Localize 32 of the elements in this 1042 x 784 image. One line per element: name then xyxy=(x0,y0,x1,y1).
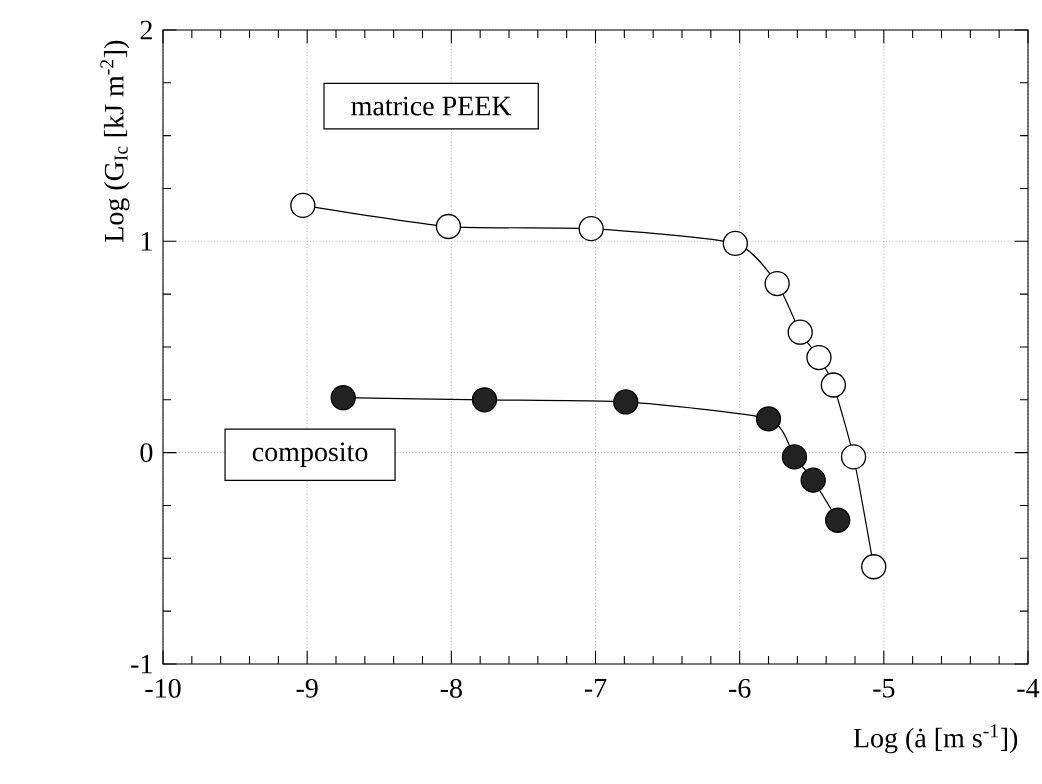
point xyxy=(800,467,826,493)
point xyxy=(471,387,498,413)
x-tick-label: -10 xyxy=(145,678,181,698)
point xyxy=(840,444,867,470)
point xyxy=(755,406,782,432)
point xyxy=(820,372,847,398)
point xyxy=(825,507,851,533)
point xyxy=(806,344,832,371)
x-tick-label: -7 xyxy=(584,678,607,698)
point xyxy=(722,230,749,257)
y-axis-title: Log (G$_{Ic}$ [kJ m$^{-2}$]) xyxy=(100,40,130,242)
y-tick-label: 0 xyxy=(140,443,153,463)
point xyxy=(330,385,356,411)
y-tick-label: 2 xyxy=(140,20,152,40)
x-tick-label: -9 xyxy=(296,678,318,698)
point xyxy=(290,192,316,219)
y-tick-label: -1 xyxy=(131,654,152,674)
point xyxy=(787,319,813,345)
point xyxy=(861,554,887,580)
point xyxy=(435,213,462,240)
x-tick-label: -6 xyxy=(729,678,751,698)
x-tick-label: -5 xyxy=(873,678,895,698)
point xyxy=(781,444,808,470)
annotation: composito xyxy=(252,442,368,468)
x-axis-title: Log (ȧ [m s$^{-1}$]) xyxy=(853,724,1018,754)
x-tick-label: -4 xyxy=(1017,678,1040,698)
point xyxy=(764,270,790,297)
y-tick-label: 1 xyxy=(141,232,152,251)
x-tick-label: -8 xyxy=(440,678,462,698)
annotation: matrice PEEK xyxy=(351,96,512,116)
point xyxy=(613,389,639,415)
point xyxy=(578,215,604,242)
